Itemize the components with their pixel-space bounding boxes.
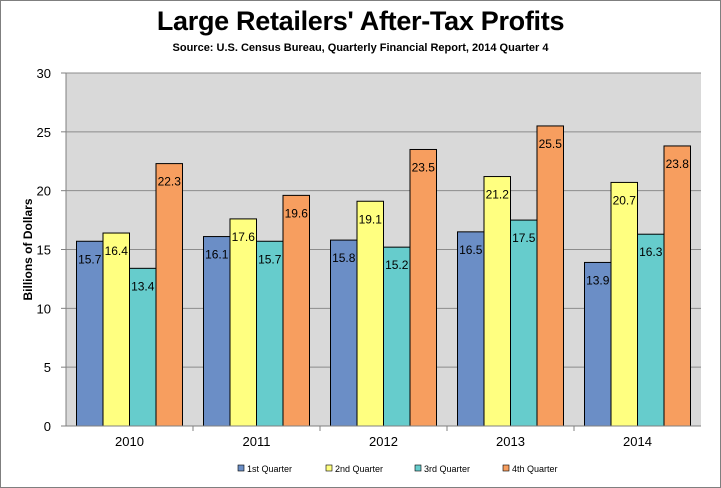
data-label: 15.7 <box>258 252 282 266</box>
legend-swatch <box>502 464 510 472</box>
data-label: 15.7 <box>78 252 102 266</box>
bar-2011-q1 <box>203 236 231 427</box>
bar-2014-q4 <box>663 145 691 427</box>
bar-2012-q3 <box>383 246 411 427</box>
data-label: 19.1 <box>359 212 383 226</box>
y-tick-label: 25 <box>37 125 51 140</box>
legend-swatch <box>325 464 333 472</box>
y-tick-labels: 0 5 10 15 20 25 30 <box>37 66 51 434</box>
data-label: 16.5 <box>459 243 483 257</box>
bar-2013-q3 <box>510 219 538 427</box>
bar-2011-q2 <box>229 218 257 427</box>
bar-2010-q1 <box>76 240 104 427</box>
y-tick-label: 10 <box>37 301 51 316</box>
bar-2012-q2 <box>356 200 384 427</box>
data-label: 17.6 <box>232 230 256 244</box>
axes <box>65 73 701 431</box>
data-label: 23.8 <box>666 157 690 171</box>
bar-2011-q4 <box>282 194 310 427</box>
legend-swatch <box>414 464 422 472</box>
bar-2011-q3 <box>256 240 284 427</box>
bar-2014-q3 <box>637 233 665 427</box>
legend-label: 2nd Quarter <box>335 464 383 474</box>
y-tick-label: 0 <box>44 419 51 434</box>
data-label: 13.4 <box>131 279 155 293</box>
data-label: 15.2 <box>385 258 409 272</box>
data-label: 25.5 <box>539 137 563 151</box>
legend-label: 3rd Quarter <box>424 464 470 474</box>
data-label: 20.7 <box>613 193 637 207</box>
data-label: 19.6 <box>285 206 309 220</box>
bar-2014-q1 <box>584 261 612 427</box>
data-label: 16.1 <box>205 248 229 262</box>
y-tick-label: 5 <box>44 360 51 375</box>
data-label: 15.8 <box>332 251 356 265</box>
data-label: 13.9 <box>586 273 610 287</box>
data-label: 22.3 <box>158 175 182 189</box>
value-labels: 15.716.413.422.316.117.615.719.615.819.1… <box>78 137 689 293</box>
y-axis-label: Billions of Dollars <box>21 198 35 300</box>
y-tick-label: 20 <box>37 184 51 199</box>
data-label: 21.2 <box>486 188 510 202</box>
bar-2012-q1 <box>330 239 358 427</box>
x-tick-label: 2012 <box>369 434 398 449</box>
legend-label: 1st Quarter <box>247 464 292 474</box>
data-label: 17.5 <box>512 231 536 245</box>
chart-title: Large Retailers' After-Tax Profits <box>156 6 565 36</box>
bar-2014-q2 <box>610 181 638 427</box>
data-label: 16.3 <box>639 245 663 259</box>
legend-swatch <box>237 464 245 472</box>
y-tick-label: 15 <box>37 243 51 258</box>
x-tick-label: 2010 <box>115 434 144 449</box>
x-tick-label: 2013 <box>496 434 525 449</box>
x-tick-label: 2014 <box>623 434 652 449</box>
y-tick-label: 30 <box>37 66 51 81</box>
bar-2010-q4 <box>155 163 183 427</box>
chart-subtitle: Source: U.S. Census Bureau, Quarterly Fi… <box>172 42 549 54</box>
bar-2013-q4 <box>536 125 564 427</box>
legend: 1st Quarter 2nd Quarter 3rd Quarter 4th Qua… <box>237 464 558 474</box>
bar-2013-q1 <box>457 231 485 427</box>
x-tick-label: 2011 <box>243 434 271 449</box>
bar-2013-q2 <box>483 176 511 427</box>
data-label: 16.4 <box>105 244 129 258</box>
legend-label: 4th Quarter <box>512 464 558 474</box>
x-tick-labels: 2010 2011 2012 2013 2014 <box>115 434 652 449</box>
bar-2010-q2 <box>102 232 130 427</box>
data-label: 23.5 <box>412 160 436 174</box>
bars <box>76 125 691 427</box>
bar-2012-q4 <box>409 148 437 427</box>
